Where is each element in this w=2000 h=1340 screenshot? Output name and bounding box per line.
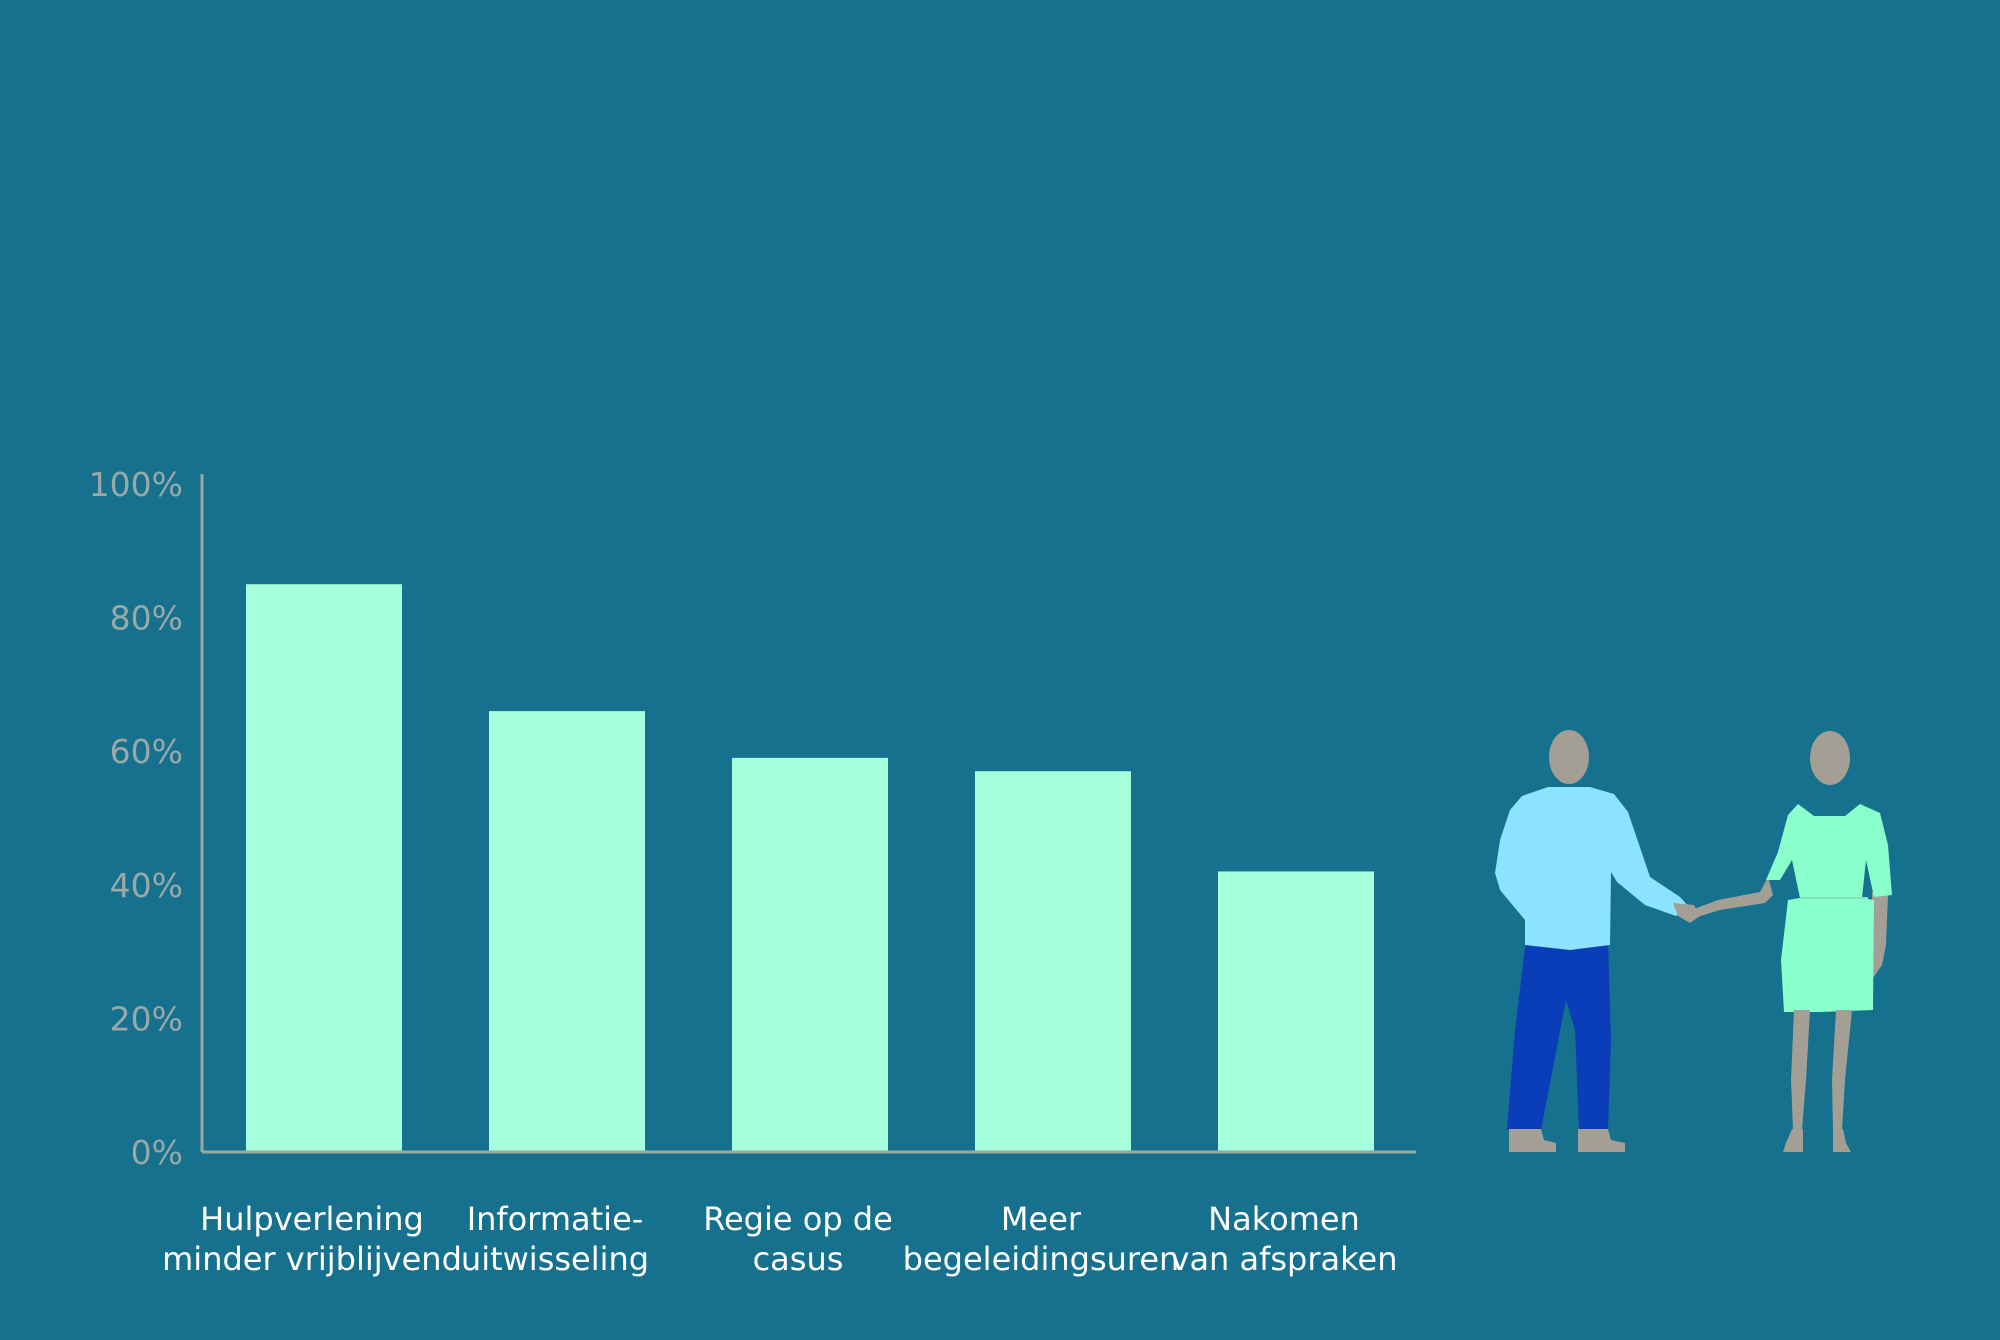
bar-2 xyxy=(489,711,645,1152)
bar-3 xyxy=(732,757,888,1152)
bar-1 xyxy=(246,584,402,1152)
x-category-label-line: Hulpverlening xyxy=(200,1200,424,1238)
y-tick-label: 80% xyxy=(110,599,183,638)
x-category-label-line: uitwisseling xyxy=(461,1240,649,1278)
x-category-labels: Hulpverlening minder vrijblijvendInformat… xyxy=(162,1200,1397,1278)
x-category-label-line: van afspraken xyxy=(1171,1240,1398,1278)
x-category-label-line: Regie op de xyxy=(703,1200,893,1238)
bars xyxy=(246,584,1374,1152)
x-category-label-line: begeleidingsuren xyxy=(903,1240,1180,1278)
x-category-label: Informatie-uitwisseling xyxy=(461,1200,649,1278)
axes xyxy=(200,474,1416,1154)
x-category-label: Meer begeleidingsuren xyxy=(903,1200,1180,1278)
woman-figure-icon xyxy=(1694,731,1892,1152)
y-tick-labels: 0% 20% 40% 60% 80% 100% xyxy=(89,465,183,1172)
x-category-label-line: Nakomen xyxy=(1208,1200,1360,1238)
y-tick-label: 60% xyxy=(110,732,183,771)
y-tick-label: 20% xyxy=(110,999,183,1038)
x-category-label: Nakomen van afspraken xyxy=(1171,1200,1398,1278)
x-category-label-line: casus xyxy=(753,1240,844,1278)
x-category-label: Hulpverlening minder vrijblijvend xyxy=(162,1200,462,1278)
bar-4 xyxy=(975,771,1131,1152)
man-figure-icon xyxy=(1495,730,1700,1152)
bar-5 xyxy=(1218,871,1374,1152)
y-tick-label: 100% xyxy=(89,465,183,504)
y-tick-label: 0% xyxy=(131,1133,183,1172)
x-category-label-line: Meer xyxy=(1001,1200,1082,1238)
y-tick-label: 40% xyxy=(110,866,183,905)
x-category-label: Regie op de casus xyxy=(703,1200,893,1278)
x-category-label-line: Informatie- xyxy=(467,1200,644,1238)
x-category-label-line: minder vrijblijvend xyxy=(162,1240,462,1278)
two-people-shaking-hands-icon xyxy=(1495,730,1892,1152)
